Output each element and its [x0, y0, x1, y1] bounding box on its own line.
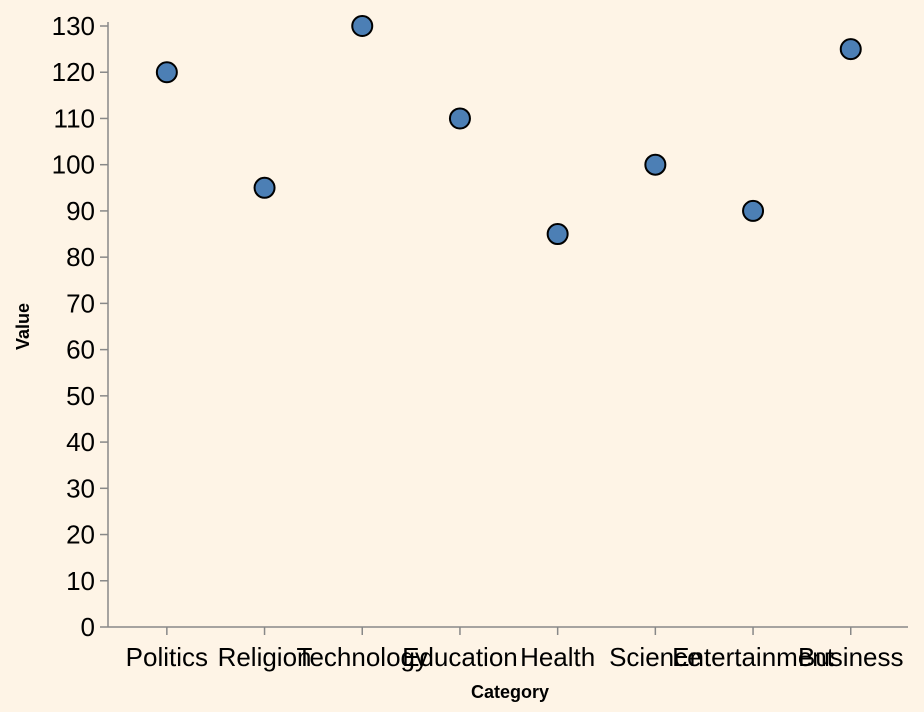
x-tick-label: Business: [798, 642, 904, 672]
x-tick-label: Education: [402, 642, 518, 672]
data-point: [448, 107, 471, 130]
x-tick-label: Politics: [126, 642, 208, 672]
data-point: [253, 176, 276, 199]
y-tick-label: 90: [66, 196, 95, 226]
y-tick-label: 110: [54, 103, 95, 133]
x-axis-title: Category: [471, 682, 549, 702]
y-tick-label: 40: [66, 427, 95, 457]
y-tick-label: 10: [66, 566, 95, 596]
data-point: [644, 153, 667, 176]
y-tick-label: 50: [66, 381, 95, 411]
y-tick-label: 20: [66, 520, 95, 550]
y-axis: 0 10 20 30 40 50 60 70 80 90 100 110 120 130: [52, 11, 109, 642]
y-tick-label: 0: [81, 612, 95, 642]
data-point: [546, 223, 569, 246]
data-points: [155, 15, 862, 246]
data-point: [351, 15, 374, 37]
data-point: [742, 199, 765, 222]
x-tick-label: Religion: [218, 642, 312, 672]
y-tick-label: 30: [66, 473, 95, 503]
data-point: [155, 61, 178, 84]
y-tick-label: 130: [52, 11, 95, 41]
y-tick-label: 120: [52, 57, 95, 87]
data-point: [839, 38, 862, 61]
x-tick-label: Technology: [296, 642, 428, 672]
y-axis-title: Value: [13, 303, 33, 350]
y-tick-label: 70: [66, 288, 95, 318]
x-tick-label: Health: [520, 642, 595, 672]
y-tick-label: 100: [52, 150, 95, 180]
x-tick-label: Science: [609, 642, 702, 672]
y-tick-label: 80: [66, 242, 95, 272]
x-tick-label: Entertainment: [672, 642, 835, 672]
y-tick-label: 60: [66, 335, 95, 365]
